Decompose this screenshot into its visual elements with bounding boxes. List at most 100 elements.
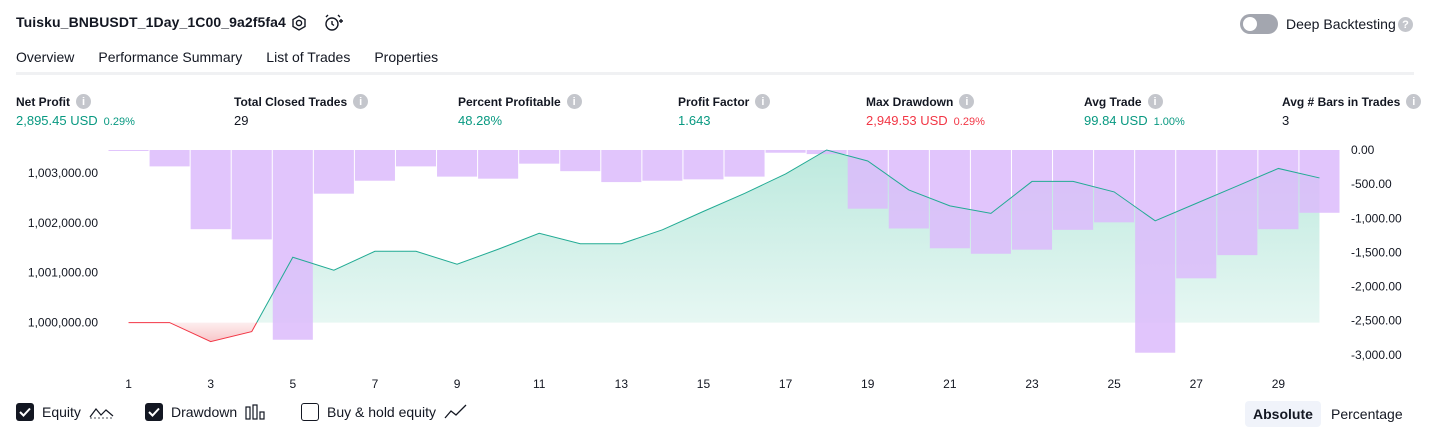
legend-label: Buy & hold equity [327, 404, 436, 420]
drawdown-bar [478, 150, 519, 179]
legend-label: Drawdown [171, 404, 238, 420]
metric-percent: 0.29% [103, 116, 135, 128]
tab-divider [16, 72, 1414, 75]
metric-avg-bars-in-trades: Avg # Bars in Trades i 3 [1282, 94, 1422, 128]
drawdown-bar [519, 150, 560, 164]
x-tick-label: 3 [207, 377, 214, 391]
deep-backtesting-help-icon[interactable]: ? [1398, 17, 1413, 32]
y-left-tick-label: 1,003,000.00 [28, 166, 98, 180]
y-right-tick-label: -3,000.00 [1351, 348, 1402, 362]
tab-overview[interactable]: Overview [16, 48, 75, 75]
equity-negative-line [128, 322, 258, 343]
drawdown-bar [190, 150, 231, 230]
drawdown-bar [272, 150, 313, 340]
drawdown-bar [765, 150, 806, 153]
drawdown-bar [1135, 150, 1176, 353]
drawdown-bar [1299, 150, 1340, 213]
add-alert-clock-icon[interactable] [322, 12, 344, 34]
drawdown-bar [395, 150, 437, 167]
x-tick-label: 11 [533, 377, 546, 391]
tab-properties[interactable]: Properties [374, 49, 439, 65]
drawdown-bar [847, 150, 888, 209]
metric-percent-profitable: Percent Profitable i 48.28% [458, 94, 582, 128]
x-tick-label: 7 [372, 377, 379, 391]
metric-label: Total Closed Trades [234, 94, 348, 109]
drawdown-bar [560, 150, 601, 172]
help-icon[interactable]: i [959, 94, 975, 109]
x-tick-label: 27 [1190, 377, 1204, 391]
drawdown-bar [1094, 150, 1135, 223]
y-right-tick-label: -2,500.00 [1351, 314, 1402, 328]
legend-drawdown[interactable]: Drawdown [145, 403, 267, 421]
help-icon[interactable]: i [755, 94, 771, 109]
equity-negative-area-fill [128, 322, 257, 342]
metric-net-profit: Net Profit i 2,895.45 USD 0.29% [16, 94, 135, 128]
buy-hold-line-icon [444, 404, 467, 419]
drawdown-bar [1053, 150, 1094, 230]
drawdown-bar [642, 150, 683, 181]
strategy-title: Tuisku_BNBUSDT_1Day_1C00_9a2f5fa4 [16, 14, 286, 30]
legend-buy-hold-equity[interactable]: Buy & hold equity [301, 403, 468, 421]
drawdown-bar [1217, 150, 1258, 256]
metric-value: 48.28% [458, 113, 503, 128]
drawdown-bar [354, 150, 395, 181]
drawdown-checkbox[interactable] [145, 403, 163, 421]
drawdown-bar [149, 150, 190, 167]
metric-value: 1.643 [678, 113, 711, 128]
metric-value: 2,895.45 USD [16, 113, 98, 128]
equity-wave-icon [89, 408, 114, 419]
drawdown-bar [970, 150, 1011, 254]
percentage-scale-button[interactable]: Percentage [1331, 406, 1403, 422]
drawdown-bar [437, 150, 478, 177]
metric-profit-factor: Profit Factor i 1.643 [678, 94, 771, 128]
drawdown-bar [231, 150, 272, 240]
x-tick-label: 23 [1025, 377, 1039, 391]
help-icon[interactable]: i [1147, 94, 1163, 109]
x-tick-label: 29 [1272, 377, 1286, 391]
help-icon[interactable]: i [353, 94, 369, 109]
x-tick-label: 21 [943, 377, 957, 391]
metric-percent: 1.00% [1153, 116, 1185, 128]
deep-backtesting-toggle[interactable] [1240, 14, 1278, 34]
equity-checkbox[interactable] [16, 403, 34, 421]
drawdown-bar [929, 150, 970, 249]
drawdown-bar [1258, 150, 1299, 230]
drawdown-bar [724, 150, 765, 177]
x-tick-label: 1 [125, 377, 132, 391]
metric-label: Net Profit [16, 94, 70, 109]
absolute-scale-button[interactable]: Absolute [1245, 401, 1321, 427]
drawdown-bar [888, 150, 929, 229]
legend-label: Equity [42, 404, 81, 420]
legend-equity[interactable]: Equity [16, 403, 115, 421]
metric-label: Max Drawdown [866, 94, 954, 109]
help-icon[interactable]: i [566, 94, 582, 109]
help-icon[interactable]: i [76, 94, 91, 109]
metric-total-closed-trades: Total Closed Trades i 29 [234, 94, 369, 128]
y-left-tick-label: 1,001,000.00 [28, 266, 98, 280]
buy-hold-checkbox[interactable] [301, 403, 319, 421]
tab-performance-summary[interactable]: Performance Summary [98, 49, 243, 65]
metric-percent: 0.29% [953, 116, 985, 128]
y-right-tick-label: -1,500.00 [1351, 245, 1402, 259]
deep-backtesting-label: Deep Backtesting [1286, 16, 1396, 32]
metric-label: Profit Factor [678, 94, 750, 109]
metric-avg-trade: Avg Trade i 99.84 USD 1.00% [1084, 94, 1185, 128]
tab-list-of-trades[interactable]: List of Trades [266, 49, 351, 65]
drawdown-bars-icon [245, 404, 265, 420]
drawdown-bar [1011, 150, 1053, 250]
equity-drawdown-chart[interactable]: 1,000,000.00 1,001,000.00 1,002,000.00 1,00… [0, 140, 1431, 395]
metric-value: 3 [1282, 113, 1290, 128]
y-left-tick-label: 1,002,000.00 [28, 216, 98, 230]
x-tick-label: 15 [697, 377, 711, 391]
drawdown-bar [313, 150, 354, 194]
y-right-tick-label: -500.00 [1351, 177, 1392, 191]
x-tick-label: 25 [1107, 377, 1121, 391]
help-icon[interactable]: i [1406, 94, 1422, 109]
y-right-tick-label: 0.00 [1351, 143, 1375, 157]
settings-gear-icon[interactable] [288, 12, 310, 34]
drawdown-bar [601, 150, 642, 183]
y-left-tick-label: 1,000,000.00 [28, 316, 98, 330]
y-right-tick-label: -1,000.00 [1351, 211, 1402, 225]
x-tick-label: 19 [861, 377, 875, 391]
tab-bar: Overview Performance Summary List of Tra… [16, 48, 439, 75]
